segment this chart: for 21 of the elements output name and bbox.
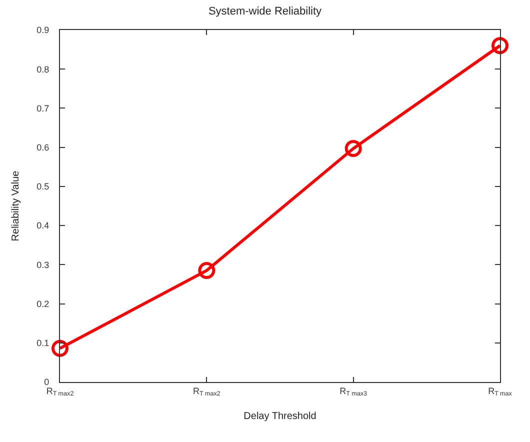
point bbox=[344, 140, 362, 158]
point bbox=[492, 37, 508, 54]
x-tick-label: R$_{T max2}$ bbox=[46, 386, 74, 398]
point bbox=[198, 262, 216, 280]
y-tick-label: 0.9 bbox=[36, 25, 50, 36]
y-tick-label: 0.2 bbox=[36, 298, 50, 309]
y-tick-label: 0.7 bbox=[36, 103, 50, 114]
point bbox=[52, 340, 68, 357]
y-tick-label: 0.5 bbox=[36, 182, 50, 192]
y-tick-label: 0 bbox=[44, 377, 50, 388]
x-tick-label: R$_{T max}$ bbox=[488, 386, 513, 398]
y-tick-label: 0.4 bbox=[36, 220, 50, 231]
x-tick-label: R$_{T max2}$ bbox=[192, 386, 221, 398]
y-tick-label: 0.8 bbox=[36, 64, 50, 74]
y-tick-label: 0.1 bbox=[36, 338, 50, 348]
chart-title: System-wide Reliability bbox=[208, 5, 322, 18]
y-tick-label: 0.6 bbox=[36, 142, 50, 152]
x-axis-title: Delay Threshold bbox=[244, 411, 316, 422]
x-tick-label: R$_{T max3}$ bbox=[340, 386, 368, 398]
y-axis-title: Reliability Value bbox=[10, 170, 22, 242]
y-tick-label: 0.3 bbox=[36, 260, 50, 270]
